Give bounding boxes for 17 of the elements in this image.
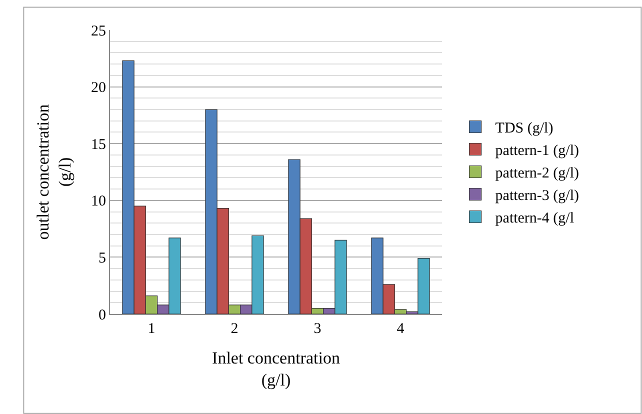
legend-label: pattern-2 (g/l) <box>495 166 579 182</box>
y-axis-title: outlet concentration (g/l) <box>33 104 75 240</box>
y-tick-label: 20 <box>91 80 106 96</box>
y-tick-label: 15 <box>91 136 106 153</box>
legend-label: pattern-1 (g/l) <box>495 143 579 160</box>
x-tick-label: 2 <box>230 321 238 337</box>
x-axis-title: Inlet concentration (g/l) <box>212 348 340 390</box>
y-tick-label: 5 <box>98 250 106 266</box>
legend-label: TDS (g/l) <box>495 120 554 137</box>
x-tick-label: 4 <box>396 321 405 337</box>
legend-label: pattern-4 (g/l <box>495 210 574 227</box>
x-tick-label: 3 <box>314 321 322 337</box>
y-tick-label: 0 <box>98 307 106 324</box>
x-tick-label: 1 <box>148 321 156 337</box>
y-tick-label: 25 <box>91 23 106 40</box>
y-tick-label: 10 <box>91 194 106 210</box>
legend-label: pattern-3 (g/l) <box>495 188 579 204</box>
